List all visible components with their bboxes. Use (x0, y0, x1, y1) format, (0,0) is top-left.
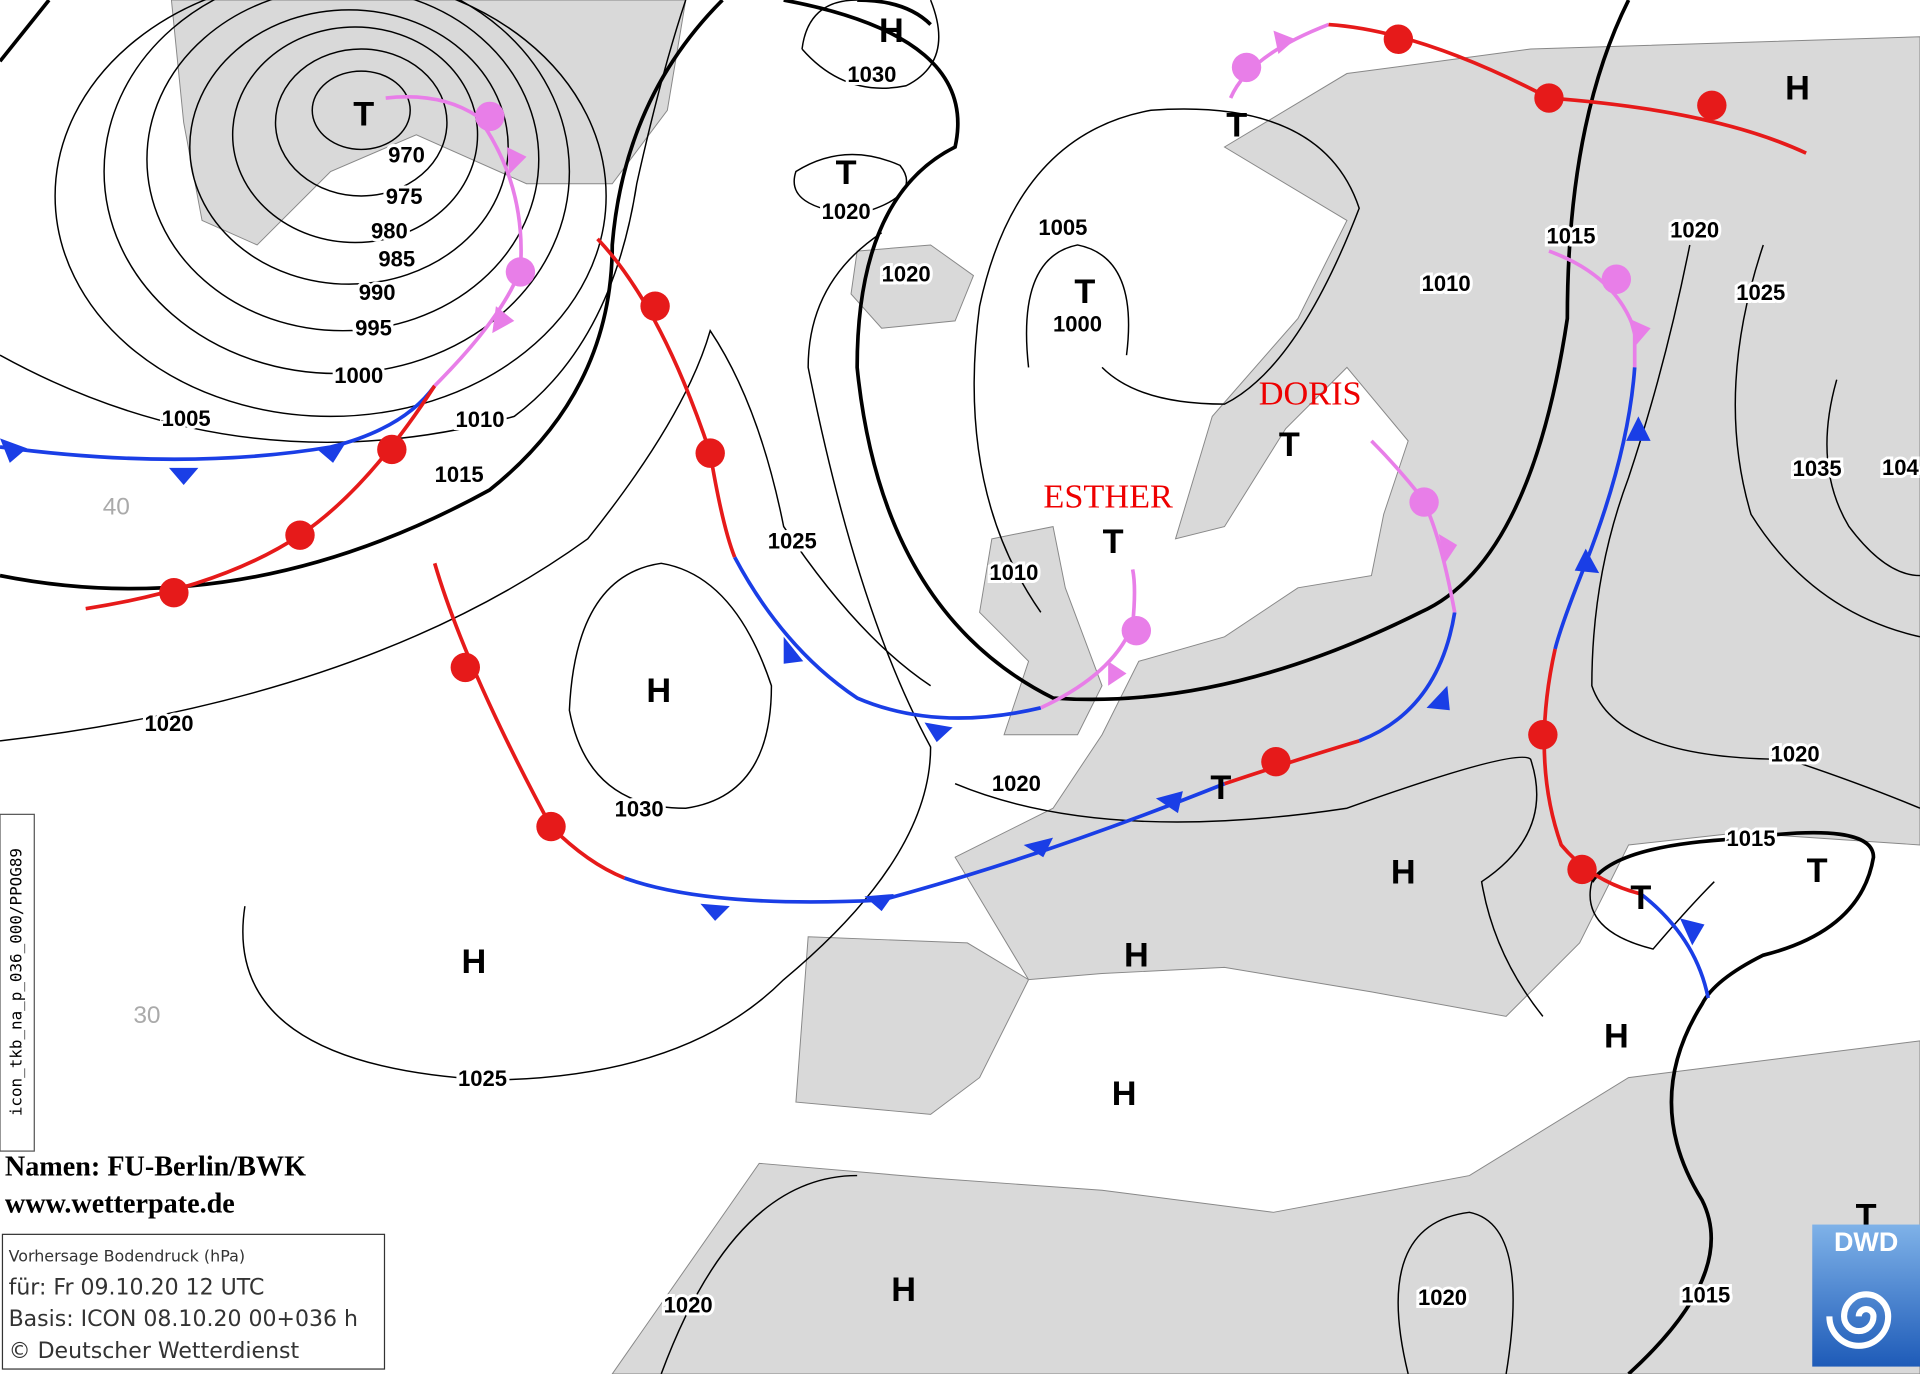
isobar-label: 995 (355, 315, 392, 340)
pressure-center: T (1807, 852, 1828, 890)
pressure-center: T (1630, 879, 1651, 917)
pressure-center: T (836, 154, 857, 192)
storm-name: DORIS (1259, 375, 1362, 413)
info-title: Vorhersage Bodendruck (hPa) (9, 1246, 245, 1265)
pressure-center: T (1103, 523, 1124, 561)
isobar-label: 975 (386, 184, 423, 209)
logo-spiral (1826, 1291, 1892, 1349)
logo-text: DWD (1834, 1227, 1898, 1257)
info-text: Vorhersage Bodendruck (hPa) für: Fr 09.1… (9, 1246, 358, 1364)
latitude-label: 30 (133, 1002, 160, 1029)
isobar-label: 1000 (334, 363, 383, 388)
isobar-label: 1020 (664, 1292, 713, 1317)
pressure-center: H (646, 672, 671, 710)
isobar-label: 1025 (458, 1066, 507, 1091)
isobar-label: 1025 (1736, 280, 1785, 305)
isobar-label: 980 (371, 219, 408, 244)
isobar-label: 1020 (992, 771, 1041, 796)
isobar-label: 104 (1882, 455, 1920, 480)
isobar-label: 1015 (1681, 1283, 1730, 1308)
storm-name: ESTHER (1043, 478, 1173, 516)
pressure-center: H (879, 12, 904, 50)
info-copyright: © Deutscher Wetterdienst (9, 1339, 300, 1364)
credits-url: www.wetterpate.de (5, 1188, 235, 1219)
pressure-center: H (891, 1271, 916, 1309)
isobar-label: 1015 (1727, 826, 1776, 851)
isobar-label: 1005 (1038, 215, 1087, 240)
isobar-label: 1010 (1422, 271, 1471, 296)
isobar-label: 1005 (162, 406, 211, 431)
isobar-label: 1020 (1771, 741, 1820, 766)
pressure-center: T (1210, 769, 1231, 807)
product-code-box (0, 813, 35, 1152)
isobar-label: 1010 (455, 407, 504, 432)
pressure-center: H (1112, 1075, 1137, 1113)
info-basis: Basis: ICON 08.10.20 00+036 h (9, 1307, 358, 1332)
isobar-label: 1020 (882, 261, 931, 286)
pressure-center: T (353, 95, 374, 133)
isobar-label: 970 (388, 143, 425, 168)
isobar-label: 990 (359, 280, 396, 305)
isobar-label: 1035 (1793, 456, 1842, 481)
labels: 970 975 980 985 990 995 1000 1005 1010 1015 1020 10… (103, 12, 1920, 1320)
info-box (1, 1233, 386, 1370)
credits-names: Namen: FU-Berlin/BWK (5, 1152, 306, 1183)
pressure-center: T (1279, 426, 1300, 464)
isobar-label: 1015 (1547, 223, 1596, 248)
pressure-center: T (1226, 106, 1247, 144)
isobar-label: 1010 (989, 560, 1038, 585)
fronts (0, 22, 1807, 999)
pressure-center: H (1785, 70, 1810, 108)
pressure-center: H (1604, 1017, 1629, 1055)
latitude-label: 40 (103, 494, 130, 521)
isobar-label: 1020 (822, 199, 871, 224)
pressure-center: H (462, 943, 487, 981)
pressure-center: H (1124, 937, 1149, 975)
pressure-center: H (1391, 853, 1416, 891)
pressure-center: T (1074, 273, 1095, 311)
isobar-label: 1020 (144, 711, 193, 736)
isobar-label: 1030 (615, 797, 664, 822)
isobar-label: 1000 (1053, 312, 1102, 337)
info-valid: für: Fr 09.10.20 12 UTC (9, 1275, 265, 1300)
isobar-label: 1015 (435, 462, 484, 487)
land (170, 0, 1920, 1374)
isobar-label: 1030 (847, 62, 896, 87)
isobar-label: 1020 (1670, 217, 1719, 242)
isobar-label: 1020 (1418, 1285, 1467, 1310)
isobar-label: 1025 (768, 528, 817, 553)
product-code: icon_tkb_na_p_036_000/PPOG89 (7, 848, 26, 1116)
isobar-label: 985 (378, 247, 415, 272)
